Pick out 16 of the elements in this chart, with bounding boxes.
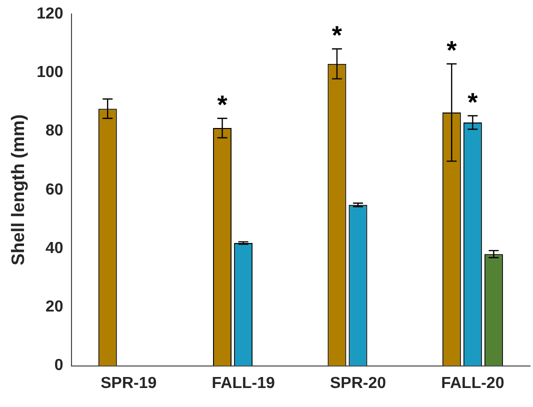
x-tick-label: SPR-19: [100, 374, 157, 392]
y-tick-label: 0: [54, 357, 64, 374]
y-tick-label: 120: [36, 5, 64, 22]
y-tick-label: 80: [46, 122, 64, 140]
x-tick-label: FALL-19: [212, 374, 275, 392]
annotation: *: [446, 35, 458, 66]
y-axis-title: Shell length (mm): [8, 114, 28, 266]
annotation: *: [468, 86, 479, 117]
x-tick-label: FALL-20: [441, 374, 504, 392]
annotation: *: [332, 20, 343, 50]
y-tick-label: 100: [36, 64, 64, 82]
y-tick-label: 20: [46, 298, 64, 316]
annotation: *: [217, 90, 228, 120]
y-tick-label: 60: [46, 181, 64, 198]
x-tick-label: SPR-20: [330, 374, 386, 392]
y-tick-label: 40: [46, 240, 64, 257]
